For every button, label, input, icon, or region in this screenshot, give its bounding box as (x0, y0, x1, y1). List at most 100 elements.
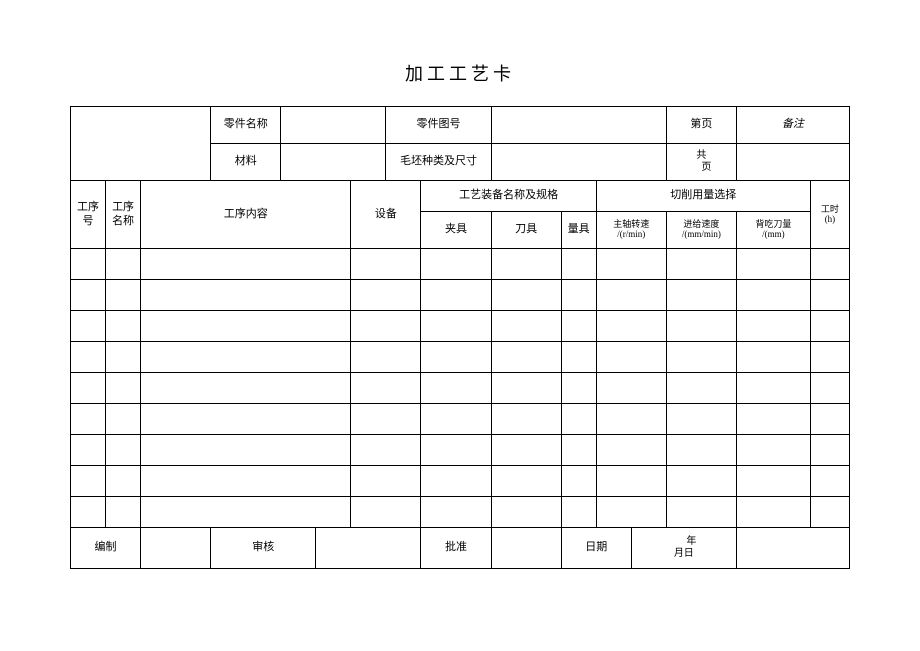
cell (810, 311, 849, 342)
cell (141, 466, 351, 497)
cell (666, 280, 736, 311)
cell (351, 311, 421, 342)
cell (491, 404, 561, 435)
pages-total-label: 共 页 (666, 144, 736, 181)
cell (810, 280, 849, 311)
col-time: 工时 (h) (810, 181, 849, 249)
cell (141, 280, 351, 311)
cell (421, 497, 491, 528)
cell (351, 497, 421, 528)
cell (106, 311, 141, 342)
cell (351, 373, 421, 404)
cell (71, 311, 106, 342)
pages-total-suffix: 页 (701, 162, 711, 173)
cell (596, 404, 666, 435)
cell (106, 435, 141, 466)
cell (810, 249, 849, 280)
cell (596, 373, 666, 404)
cell (71, 466, 106, 497)
col-depth-label: 背吃刀量 (755, 219, 791, 229)
cell (106, 342, 141, 373)
approve-label: 批准 (421, 528, 491, 569)
cell (421, 342, 491, 373)
material-label: 材料 (211, 144, 281, 181)
material-value (281, 144, 386, 181)
cell (810, 497, 849, 528)
cell (71, 280, 106, 311)
col-header-row-a: 工序号 工序名称 工序内容 设备 工艺装备名称及规格 切削用量选择 工时 (h) (71, 181, 850, 212)
page-container: 加工工艺卡 零件名称 零件图号 第页 备注 材料 毛坯种类及尺寸 (0, 0, 920, 609)
cell (491, 342, 561, 373)
cell (421, 311, 491, 342)
cell (666, 311, 736, 342)
cell (106, 466, 141, 497)
cell (596, 249, 666, 280)
blank-topleft (71, 107, 211, 181)
process-card-table: 零件名称 零件图号 第页 备注 材料 毛坯种类及尺寸 共 页 工序号 工序名称 … (70, 106, 850, 569)
col-time-label: 工时 (821, 204, 839, 214)
cell (561, 311, 596, 342)
col-cutting-group: 切削用量选择 (596, 181, 810, 212)
col-feed-label: 进给速度 (683, 219, 719, 229)
cell (141, 311, 351, 342)
cell (491, 435, 561, 466)
pages-total-prefix: 共 (696, 150, 706, 161)
cell (421, 404, 491, 435)
cell (106, 280, 141, 311)
col-cutter: 刀具 (491, 212, 561, 249)
cell (561, 373, 596, 404)
check-label: 审核 (211, 528, 316, 569)
col-spindle-label: 主轴转速 (613, 219, 649, 229)
cell (106, 497, 141, 528)
col-tooling-group: 工艺装备名称及规格 (421, 181, 596, 212)
cell (736, 280, 810, 311)
data-row (71, 466, 850, 497)
cell (736, 342, 810, 373)
remark-value (736, 144, 849, 181)
remark-label: 备注 (736, 107, 849, 144)
cell (491, 249, 561, 280)
cell (810, 404, 849, 435)
cell (491, 497, 561, 528)
cell (491, 466, 561, 497)
compile-value (141, 528, 211, 569)
cell (141, 435, 351, 466)
cell (71, 404, 106, 435)
col-proc-name: 工序名称 (106, 181, 141, 249)
cell (106, 373, 141, 404)
cell (421, 373, 491, 404)
cell (491, 373, 561, 404)
cell (596, 280, 666, 311)
cell (561, 497, 596, 528)
col-depth: 背吃刀量 /(mm) (736, 212, 810, 249)
col-time-unit: (h) (825, 214, 836, 224)
cell (596, 435, 666, 466)
cell (736, 404, 810, 435)
cell (666, 497, 736, 528)
date-year: 年 (686, 536, 696, 547)
cell (421, 466, 491, 497)
blank-spec-label: 毛坯种类及尺寸 (386, 144, 491, 181)
cell (421, 249, 491, 280)
cell (666, 466, 736, 497)
cell (491, 311, 561, 342)
approve-value (491, 528, 561, 569)
col-proc-content: 工序内容 (141, 181, 351, 249)
cell (561, 280, 596, 311)
col-spindle: 主轴转速 /(r/min) (596, 212, 666, 249)
col-feed-unit: /(mm/min) (682, 229, 721, 239)
cell (810, 466, 849, 497)
cell (106, 249, 141, 280)
cell (141, 249, 351, 280)
col-equipment: 设备 (351, 181, 421, 249)
cell (141, 373, 351, 404)
cell (596, 466, 666, 497)
check-value (316, 528, 421, 569)
cell (666, 249, 736, 280)
footer-blank (736, 528, 849, 569)
data-row (71, 497, 850, 528)
data-row (71, 311, 850, 342)
document-title: 加工工艺卡 (70, 60, 850, 86)
cell (491, 280, 561, 311)
cell (810, 373, 849, 404)
